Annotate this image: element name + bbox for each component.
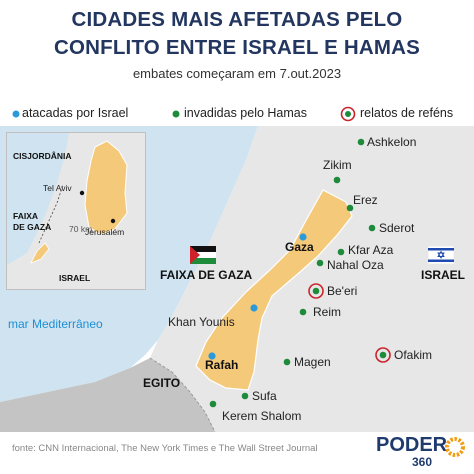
israel-flag [428,246,454,264]
marker-sderot [368,224,376,232]
legend-attacked-dot [12,110,20,118]
city-label-kerem-shalom: Kerem Shalom [222,409,302,423]
marker-ofakim [379,351,387,359]
legend-hostages-icon [340,106,356,122]
legend-invaded-label: invadidas pelo Hamas [184,106,307,120]
city-label-sufa: Sufa [252,389,277,403]
legend-hostages-label: relatos de reféns [360,106,454,120]
main-map [0,126,474,432]
inset-label-jerusalem: Jerusalém [85,227,125,237]
poder360-logo: PODER 360 [376,434,465,469]
city-label-magen: Magen [294,355,331,369]
city-label-erez: Erez [353,193,378,207]
legend-attacked-label: atacadas por Israel [22,106,129,120]
marker-sufa [241,392,249,400]
city-label-zikim: Zikim [323,158,352,172]
city-label-gaza: Gaza [285,240,314,254]
region-israel-label: ISRAEL [421,268,466,282]
inset-label-gaza-line-1: FAIXA [13,211,39,221]
marker-gaza [299,233,307,241]
inset-label-west-bank: CISJORDÂNIA [13,151,72,161]
city-label-rafah: Rafah [205,358,239,372]
inset-map: CISJORDÂNIA Tel Aviv Jerusalém FAIXA DE … [6,132,146,290]
marker-khan-younis [250,304,258,312]
legend-invaded-dot [172,110,180,118]
marker-nahal-oza [316,259,324,267]
city-label-khan-younis: Khan Younis [168,315,235,329]
marker-zikim [333,176,341,184]
subtitle: embates começaram em 7.out.2023 [132,66,342,81]
city-label-sderot: Sderot [379,221,415,235]
city-label-beeri: Be'eri [327,284,358,298]
city-markers [208,138,391,408]
city-label-kfar-aza: Kfar Aza [348,243,394,257]
marker-rafah [208,352,216,360]
inset-label-gaza-line-2: DE GAZA [13,222,52,232]
sea-label: mar Mediterrâneo [8,317,103,331]
inset-marker-jerusalem [110,218,116,224]
svg-text:360: 360 [412,455,432,469]
inset-label-tel-aviv: Tel Aviv [43,183,72,193]
inset-marker-tel-aviv [79,190,85,196]
svg-text:PODER: PODER [376,434,448,456]
marker-reim [299,308,307,316]
title-line-2: CONFLITO ENTRE ISRAEL E HAMAS [53,36,421,59]
city-label-ofakim: Ofakim [394,348,433,362]
region-egypt-label: EGITO [143,376,181,390]
marker-beeri [312,287,320,295]
inset-label-distance: 70 km [69,224,93,234]
inset-map-shapes [7,133,145,289]
marker-erez [346,204,354,212]
marker-kfar-aza [337,248,345,256]
palestine-flag [190,246,216,264]
marker-magen [283,358,291,366]
gaza-strip-shape [195,189,353,391]
inset-label-israel: ISRAEL [59,273,91,283]
region-gaza-label: FAIXA DE GAZA [160,268,253,282]
city-label-reim: Reim [313,305,342,319]
city-label-nahal-oza: Nahal Oza [327,258,384,272]
city-label-ashkelon: Ashkelon [367,135,417,149]
source-note: fonte: CNN Internacional, The New York T… [12,443,318,454]
marker-kerem-shalom [209,400,217,408]
title-line-1: CIDADES MAIS AFETADAS PELO [71,8,403,31]
marker-ashkelon [357,138,365,146]
